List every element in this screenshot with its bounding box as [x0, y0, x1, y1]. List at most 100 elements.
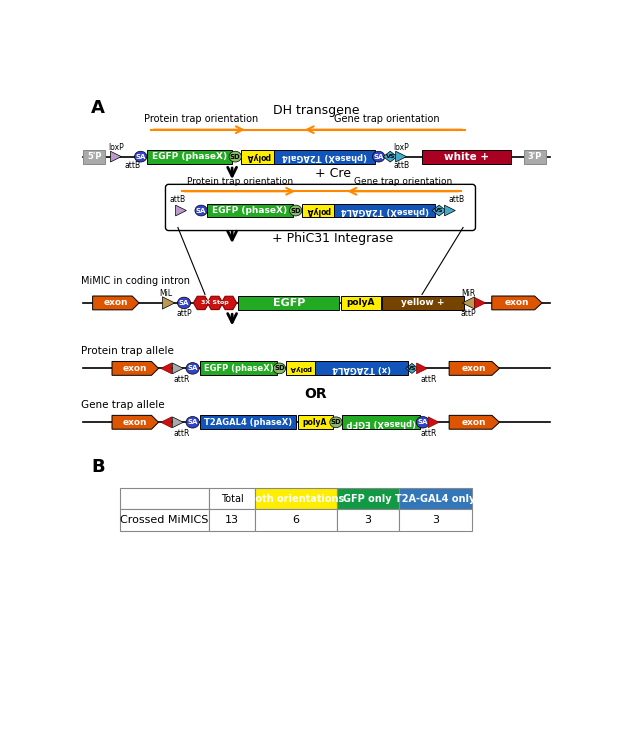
Polygon shape: [395, 151, 407, 162]
Bar: [199, 415, 296, 430]
Polygon shape: [207, 297, 223, 309]
Bar: [286, 362, 315, 375]
Text: attR: attR: [420, 375, 436, 384]
Bar: [383, 296, 464, 310]
Bar: [83, 149, 105, 164]
Text: Protein trap orientation: Protein trap orientation: [144, 114, 259, 124]
Text: Both orientations: Both orientations: [248, 494, 344, 503]
Text: polyA: polyA: [306, 206, 330, 215]
Bar: [209, 488, 255, 509]
Text: loxP: loxP: [108, 143, 124, 152]
Bar: [524, 149, 546, 164]
Text: attB: attB: [125, 161, 141, 170]
Polygon shape: [112, 362, 159, 375]
Text: 6: 6: [292, 515, 300, 525]
Polygon shape: [161, 363, 172, 374]
Text: EGFP (phaseX): EGFP (phaseX): [204, 364, 273, 373]
Bar: [255, 488, 337, 509]
Text: Crossed MiMICS: Crossed MiMICS: [120, 515, 209, 525]
Text: SD: SD: [230, 154, 241, 160]
Bar: [334, 204, 435, 217]
Text: T2A-GAL4 only: T2A-GAL4 only: [395, 494, 476, 503]
Text: exon: exon: [104, 299, 128, 308]
Bar: [341, 296, 381, 310]
Text: attB: attB: [449, 195, 465, 204]
Polygon shape: [428, 417, 439, 428]
Polygon shape: [416, 363, 428, 374]
Text: 3: 3: [364, 515, 371, 525]
Polygon shape: [193, 297, 209, 309]
Text: GFP only: GFP only: [344, 494, 392, 503]
Text: EGFP (phaseX): EGFP (phaseX): [212, 206, 288, 215]
Bar: [298, 415, 333, 430]
Text: 3: 3: [432, 515, 439, 525]
Text: (phaseX) T2AGAL4: (phaseX) T2AGAL4: [341, 206, 429, 215]
Polygon shape: [110, 151, 122, 162]
Polygon shape: [93, 296, 139, 310]
Text: SD: SD: [331, 419, 341, 425]
Text: SA: SA: [188, 419, 198, 425]
Text: SD: SD: [274, 365, 285, 371]
Ellipse shape: [195, 205, 207, 216]
Polygon shape: [222, 297, 237, 309]
Text: exon: exon: [462, 364, 486, 373]
Polygon shape: [172, 363, 183, 374]
Bar: [337, 488, 399, 509]
Polygon shape: [172, 417, 183, 428]
Text: EGFP: EGFP: [273, 298, 305, 308]
Text: (phaseX) T2AGal4: (phaseX) T2AGal4: [282, 152, 367, 161]
Text: VS: VS: [386, 154, 395, 159]
Bar: [209, 509, 255, 531]
Ellipse shape: [329, 417, 342, 428]
Text: VS: VS: [434, 208, 444, 213]
Text: SA: SA: [196, 208, 206, 214]
Text: attP: attP: [461, 309, 476, 318]
Bar: [422, 149, 511, 164]
Text: Total: Total: [221, 494, 244, 503]
Text: white +: white +: [444, 152, 489, 161]
Text: attP: attP: [176, 309, 192, 318]
Bar: [255, 509, 337, 531]
Text: SA: SA: [136, 154, 146, 160]
Text: Protein trap allele: Protein trap allele: [81, 347, 174, 356]
Text: 13: 13: [225, 515, 239, 525]
Ellipse shape: [178, 297, 191, 309]
Bar: [241, 149, 274, 164]
Polygon shape: [112, 415, 159, 430]
FancyBboxPatch shape: [165, 185, 476, 231]
Bar: [120, 488, 209, 509]
Text: 3'P: 3'P: [528, 152, 542, 161]
Polygon shape: [449, 362, 500, 375]
Text: loxP: loxP: [393, 143, 409, 152]
Text: (phaseX) EGFP: (phaseX) EGFP: [346, 418, 416, 427]
Text: SD: SD: [291, 208, 301, 214]
Text: Gene trap allele: Gene trap allele: [81, 400, 165, 410]
Text: VS: VS: [407, 366, 416, 371]
Text: attR: attR: [420, 429, 436, 438]
Text: EGFP (phaseX): EGFP (phaseX): [152, 152, 227, 161]
Ellipse shape: [135, 151, 147, 162]
Text: (x) T2AGAL4: (x) T2AGAL4: [332, 364, 391, 373]
Polygon shape: [161, 417, 172, 428]
Bar: [342, 415, 420, 430]
Bar: [199, 362, 277, 375]
Text: + PhiC31 Integrase: + PhiC31 Integrase: [272, 232, 394, 245]
Text: MiL: MiL: [160, 289, 173, 298]
Text: + Cre: + Cre: [315, 167, 351, 180]
Text: Protein trap orientation: Protein trap orientation: [187, 177, 293, 186]
Text: exon: exon: [505, 299, 529, 308]
Text: OR: OR: [305, 387, 327, 401]
Text: attR: attR: [173, 429, 190, 438]
Ellipse shape: [373, 151, 385, 162]
Text: polyA: polyA: [303, 418, 327, 427]
Ellipse shape: [186, 417, 199, 428]
Polygon shape: [449, 415, 500, 430]
Text: SA: SA: [188, 365, 198, 371]
Text: DH transgene: DH transgene: [273, 104, 359, 117]
Ellipse shape: [273, 363, 286, 374]
Bar: [207, 204, 292, 217]
Polygon shape: [474, 297, 486, 309]
Text: exon: exon: [123, 364, 147, 373]
Polygon shape: [462, 297, 474, 309]
Text: polyA: polyA: [347, 299, 375, 308]
